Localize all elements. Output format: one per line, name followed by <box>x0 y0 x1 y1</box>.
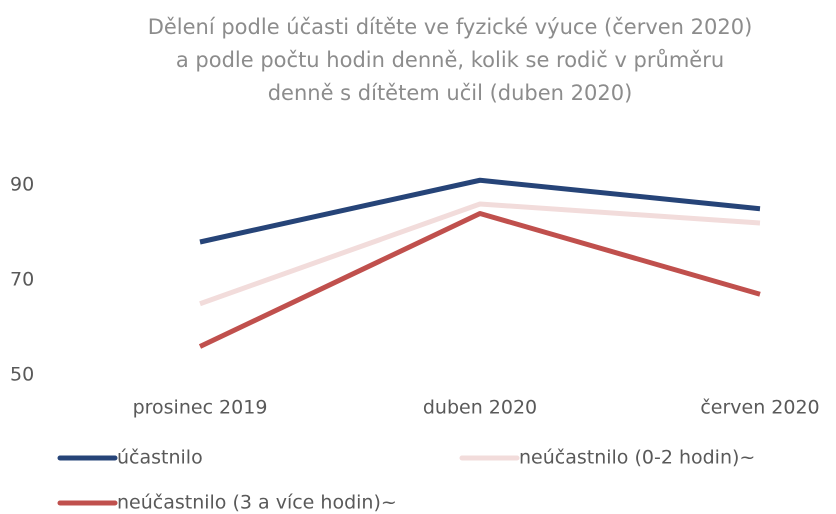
y-tick-label: 50 <box>10 364 34 386</box>
x-tick-label: prosinec 2019 <box>133 397 268 419</box>
chart-title: denně s dítětem učil (duben 2020) <box>268 81 633 105</box>
line-series <box>198 211 761 349</box>
x-tick-label: červen 2020 <box>700 397 819 419</box>
x-tick-label: duben 2020 <box>423 397 537 419</box>
chart-title: a podle počtu hodin denně, kolik se rodi… <box>176 48 724 72</box>
chart-title: Dělení podle účasti dítěte ve fyzické vý… <box>148 15 753 39</box>
legend-label: neúčastnilo (0-2 hodin)~ <box>519 447 755 469</box>
line-series <box>199 177 761 245</box>
line-series <box>199 201 761 307</box>
y-tick-label: 70 <box>10 269 34 291</box>
y-tick-label: 90 <box>10 174 34 196</box>
legend-label: účastnilo <box>117 447 203 469</box>
legend-label: neúčastnilo (3 a více hodin)~ <box>117 492 397 514</box>
